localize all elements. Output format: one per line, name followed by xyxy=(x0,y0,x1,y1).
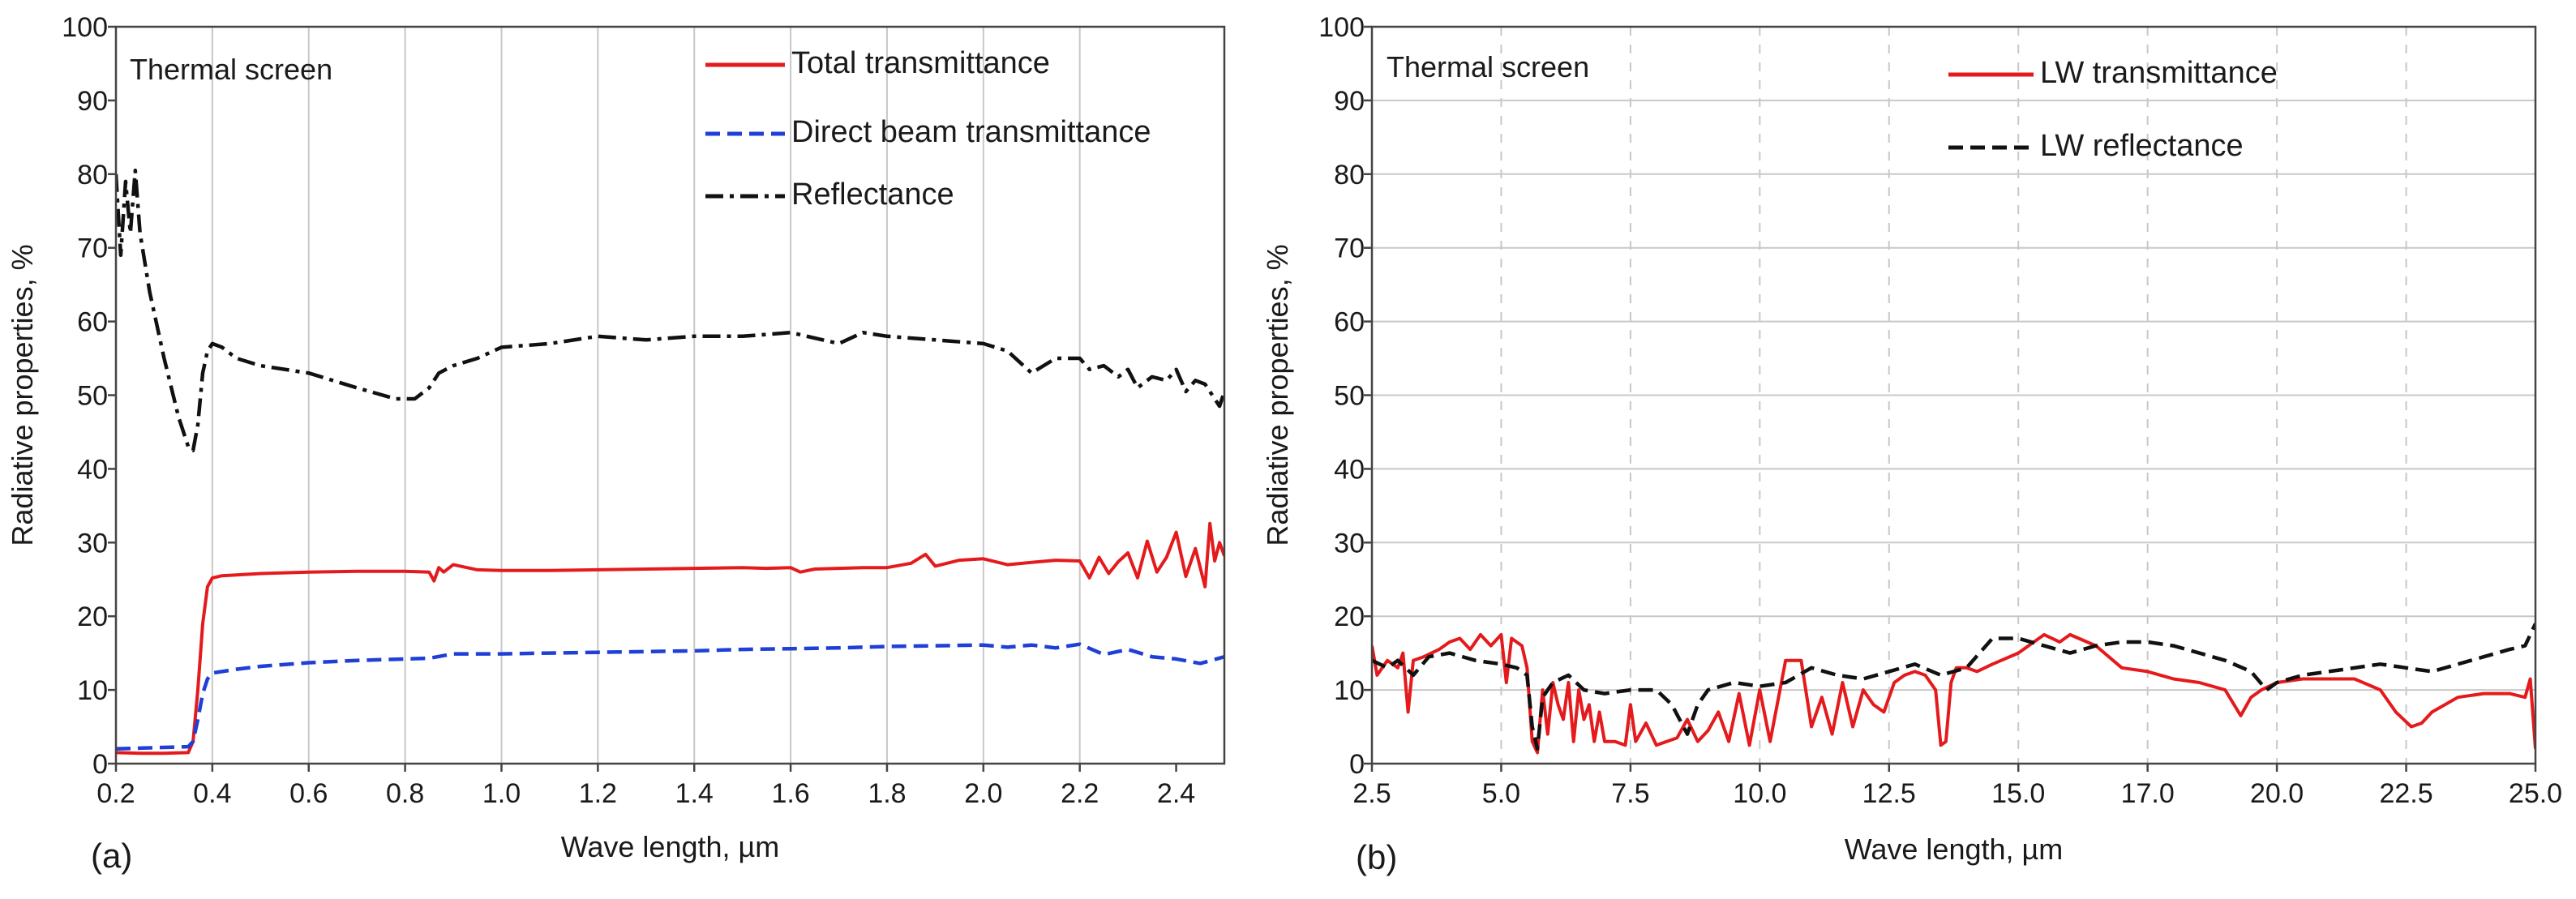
x-tick-label: 2.5 xyxy=(1352,778,1391,809)
y-tick-label: 40 xyxy=(77,454,108,485)
x-tick-label: 2.4 xyxy=(1157,778,1195,809)
legend: Total transmittance Direct beam transmitt… xyxy=(705,46,1151,212)
y-tick-label: 40 xyxy=(1334,454,1365,485)
x-tick-label: 1.0 xyxy=(482,778,521,809)
x-tick-label: 17.0 xyxy=(2121,778,2175,809)
y-tick-label: 0 xyxy=(1349,749,1365,780)
panel-annotation: Thermal screen xyxy=(130,53,332,86)
x-tick-label: 0.4 xyxy=(193,778,231,809)
x-tick-label: 22.5 xyxy=(2379,778,2432,809)
y-tick-label: 70 xyxy=(1334,233,1365,264)
x-tick-label: 0.2 xyxy=(96,778,135,809)
y-tick-label: 20 xyxy=(1334,601,1365,632)
x-tick-label: 10.0 xyxy=(1733,778,1786,809)
total-transmittance-line xyxy=(116,521,1224,756)
y-tick-label: 60 xyxy=(77,307,108,338)
x-tick-label: 2.2 xyxy=(1061,778,1099,809)
y-tick-label: 90 xyxy=(1334,86,1365,117)
x-tick-label: 0.8 xyxy=(386,778,424,809)
legend-label: Direct beam transmittance xyxy=(791,115,1151,149)
y-axis-label: Radiative properties, % xyxy=(1261,244,1294,546)
direct-beam-transmittance-line xyxy=(116,642,1224,751)
panel-letter: (a) xyxy=(91,837,132,875)
x-tick-label: 25.0 xyxy=(2509,778,2562,809)
x-axis-label: Wave length, µm xyxy=(1845,833,2064,866)
x-axis-label: Wave length, µm xyxy=(561,830,780,863)
panel-annotation: Thermal screen xyxy=(1387,50,1589,83)
x-tick-label: 7.5 xyxy=(1611,778,1649,809)
legend-label: Reflectance xyxy=(791,178,954,212)
y-tick-label: 30 xyxy=(77,528,108,559)
x-tick-label: 0.6 xyxy=(289,778,328,809)
lw-transmittance-line xyxy=(1372,632,2535,755)
y-tick-label: 20 xyxy=(77,601,108,632)
y-tick-label: 80 xyxy=(1334,160,1365,191)
x-tick-label: 1.6 xyxy=(771,778,809,809)
y-tick-label: 50 xyxy=(1334,381,1365,412)
legend-label: LW reflectance xyxy=(2040,129,2244,163)
x-tick-label: 2.0 xyxy=(964,778,1002,809)
x-tick-label: 1.2 xyxy=(579,778,617,809)
x-tick-label: 12.5 xyxy=(1862,778,1916,809)
x-tick-label: 1.4 xyxy=(675,778,714,809)
y-tick-label: 10 xyxy=(1334,675,1365,706)
x-tick-label: 15.0 xyxy=(1991,778,2045,809)
y-tick-label: 70 xyxy=(77,233,108,264)
reflectance-line xyxy=(116,169,1224,452)
legend-label: LW transmittance xyxy=(2040,56,2278,90)
y-tick-label: 0 xyxy=(92,749,108,780)
y-tick-label: 30 xyxy=(1334,528,1365,559)
lw-reflectance-line xyxy=(1372,623,2535,751)
y-tick-label: 10 xyxy=(77,675,108,706)
chart-panel-b: 0 10 20 30 40 50 60 70 80 90 100 2.5 5.0 7.5 10.0 12.5 1… xyxy=(1261,12,2562,876)
y-tick-label: 100 xyxy=(62,12,108,43)
y-tick-label: 80 xyxy=(77,160,108,191)
y-axis-label: Radiative properties, % xyxy=(6,244,39,546)
panel-letter: (b) xyxy=(1356,838,1397,876)
legend-label: Total transmittance xyxy=(791,46,1050,80)
y-tick-label: 50 xyxy=(77,381,108,412)
x-tick-label: 5.0 xyxy=(1482,778,1520,809)
chart-panel-a: 0 10 20 30 40 50 60 70 80 90 100 0.2 0.4 0.6 0.8 1.0 1.2… xyxy=(6,12,1226,875)
y-tick-label: 100 xyxy=(1318,12,1365,43)
legend: LW transmittance LW reflectance xyxy=(1948,56,2278,163)
x-tick-label: 1.8 xyxy=(868,778,906,809)
x-tick-label: 20.0 xyxy=(2250,778,2304,809)
y-tick-label: 60 xyxy=(1334,307,1365,338)
y-tick-label: 90 xyxy=(77,86,108,117)
